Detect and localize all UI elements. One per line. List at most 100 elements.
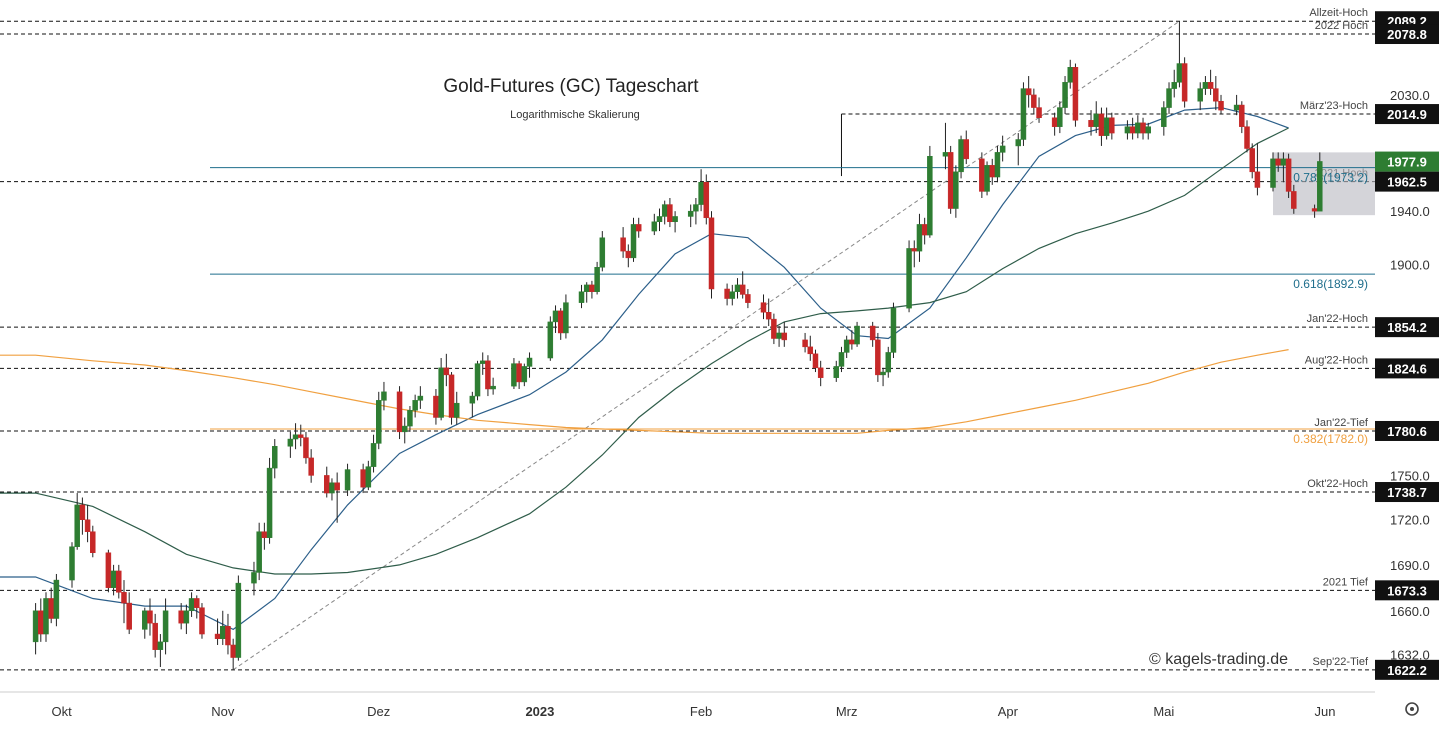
- candle-body: [298, 434, 304, 438]
- x-tick-label: Apr: [998, 704, 1019, 719]
- candle-body: [251, 572, 257, 584]
- price-badge-label: 1824.6: [1387, 361, 1427, 376]
- candle-body: [412, 400, 418, 411]
- candle-body: [1103, 117, 1110, 136]
- candle-body: [526, 357, 533, 367]
- candle-body: [1057, 107, 1063, 127]
- candle: [979, 152, 985, 198]
- y-axis: 1632.0 1660.0 1690.0 1720.0 1750.0 1900.0 1940…: [1390, 88, 1430, 662]
- candle-body: [511, 363, 517, 387]
- candle-body: [266, 467, 273, 538]
- candle-body: [906, 248, 912, 309]
- candle-body: [1135, 122, 1141, 134]
- candle: [1197, 82, 1203, 111]
- candle-body: [370, 443, 377, 467]
- candle: [90, 525, 96, 558]
- price-badge: [1375, 358, 1439, 379]
- candle-body: [334, 482, 340, 491]
- candle-body: [667, 204, 673, 223]
- candle-body: [225, 626, 231, 646]
- price-badge: [1375, 482, 1439, 503]
- candle-body: [105, 552, 112, 588]
- candle: [760, 294, 767, 320]
- candle: [880, 367, 886, 387]
- candle-body: [199, 607, 205, 635]
- candle-body: [324, 475, 330, 494]
- candle-body: [1311, 208, 1318, 212]
- settings-icon[interactable]: [1405, 702, 1419, 716]
- candle-body: [438, 367, 444, 418]
- candle-body: [417, 395, 424, 401]
- price-badge: [1375, 580, 1439, 601]
- candle-body: [308, 457, 314, 476]
- candle-body: [630, 224, 637, 259]
- candle: [953, 165, 959, 218]
- candle-body: [433, 395, 439, 418]
- candle-body: [84, 519, 91, 532]
- candle-body: [365, 466, 372, 488]
- candle-body: [178, 610, 184, 624]
- candle: [256, 522, 262, 581]
- candle-body: [407, 410, 413, 427]
- candle-body: [1166, 88, 1172, 108]
- candle: [521, 363, 528, 387]
- candle: [334, 472, 340, 523]
- candle-body: [672, 216, 678, 223]
- level-label: Jan'22-Tief: [1314, 417, 1369, 429]
- candle: [807, 335, 814, 361]
- candle: [469, 391, 476, 418]
- price-badge-label: 1738.7: [1387, 485, 1427, 500]
- candle-body: [947, 152, 954, 209]
- candle-body: [344, 469, 351, 491]
- candle-body: [43, 598, 49, 635]
- ma-line-sma200: [0, 349, 1289, 434]
- candle-body: [583, 284, 590, 292]
- candle-body: [651, 221, 658, 232]
- candle-body: [79, 504, 86, 520]
- candle-body: [843, 339, 850, 353]
- candle-body: [235, 582, 242, 658]
- candle-body: [1213, 88, 1219, 102]
- y-tick-label: 1900.0: [1390, 258, 1430, 273]
- candle-body: [1181, 63, 1188, 102]
- candle-body: [771, 318, 777, 339]
- candle: [1244, 120, 1250, 153]
- candle: [817, 360, 824, 387]
- candle: [635, 217, 642, 238]
- candle-body: [927, 156, 933, 236]
- candle-body: [516, 363, 522, 383]
- candle-body: [869, 325, 876, 341]
- candle-body: [1140, 122, 1146, 134]
- y-tick-label: 2030.0: [1390, 88, 1430, 103]
- candle-body: [745, 294, 751, 303]
- candle: [833, 360, 840, 382]
- candle-body: [1249, 148, 1255, 173]
- candle: [1036, 97, 1042, 123]
- candle: [906, 240, 912, 313]
- candle: [1207, 69, 1214, 95]
- candle: [526, 352, 533, 378]
- candle: [656, 208, 663, 232]
- x-tick-label: Jun: [1315, 704, 1336, 719]
- candle-body: [1176, 63, 1183, 83]
- candle: [365, 460, 372, 491]
- candle-body: [547, 321, 554, 359]
- candle: [875, 332, 881, 382]
- candle: [1181, 57, 1188, 108]
- candle-body: [1197, 88, 1203, 102]
- candle: [490, 377, 496, 395]
- candle: [1285, 153, 1292, 198]
- level-label: 2022 Hoch: [1315, 20, 1368, 32]
- price-badge-label: 1622.2: [1387, 663, 1427, 678]
- candle: [1171, 69, 1177, 98]
- candle-body: [329, 482, 335, 494]
- candle-body: [469, 395, 476, 404]
- candle-body: [183, 610, 190, 624]
- candle: [927, 145, 933, 238]
- candle-body: [1025, 88, 1032, 96]
- candle-body: [1062, 82, 1068, 108]
- candle: [370, 434, 377, 473]
- candle-body: [1254, 171, 1261, 188]
